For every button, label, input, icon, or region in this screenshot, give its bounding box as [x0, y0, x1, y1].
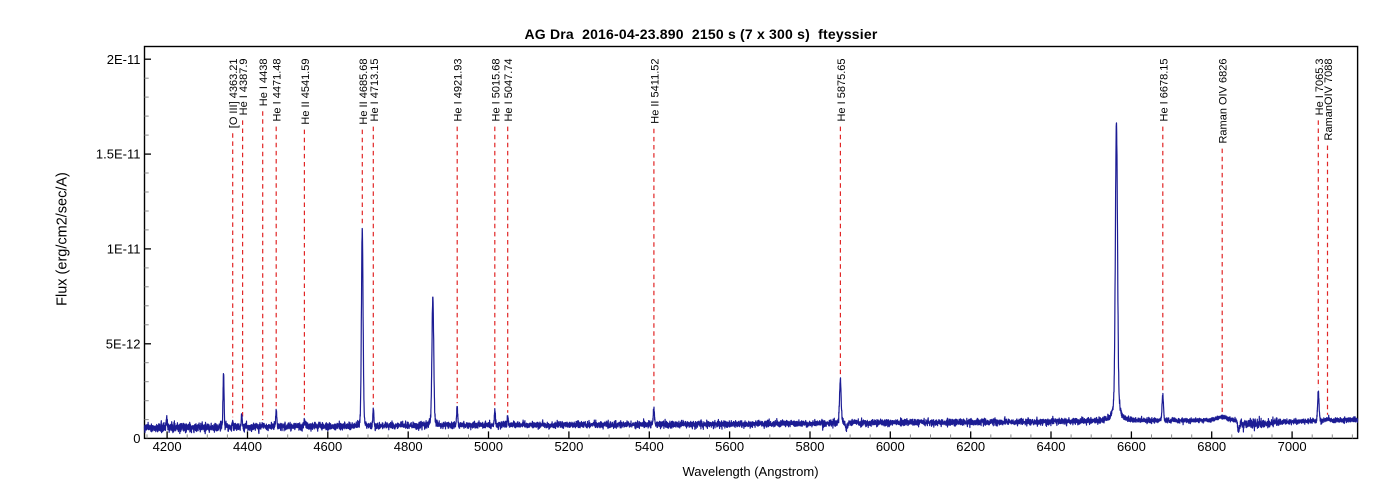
svg-text:He I 4438: He I 4438: [258, 59, 270, 107]
svg-text:He I 6678.15: He I 6678.15: [1158, 59, 1170, 122]
svg-text:4200: 4200: [153, 439, 182, 454]
svg-text:5400: 5400: [635, 439, 664, 454]
svg-text:5000: 5000: [474, 439, 503, 454]
svg-text:2E-11: 2E-11: [107, 52, 141, 67]
svg-text:AG Dra 2016-04-23.890 2150 s: AG Dra 2016-04-23.890 2150 s (7 x 300 s)…: [524, 26, 877, 42]
svg-text:He I 5015.68: He I 5015.68: [490, 59, 502, 122]
svg-text:He II 5411.52: He II 5411.52: [649, 59, 661, 124]
svg-text:He II 4541.59: He II 4541.59: [300, 59, 312, 125]
svg-text:6200: 6200: [956, 439, 985, 454]
svg-text:He I 4387.9: He I 4387.9: [238, 59, 250, 116]
svg-text:4800: 4800: [394, 439, 423, 454]
svg-text:He I 5047.74: He I 5047.74: [503, 59, 515, 122]
svg-text:5600: 5600: [715, 439, 744, 454]
svg-text:[O III] 4363.21: [O III] 4363.21: [228, 59, 240, 129]
svg-text:He I 7065.3: He I 7065.3: [1314, 59, 1326, 116]
svg-text:Flux (erg/cm2/sec/A): Flux (erg/cm2/sec/A): [55, 172, 71, 306]
svg-text:4400: 4400: [233, 439, 262, 454]
svg-text:Wavelength (Angstrom): Wavelength (Angstrom): [682, 464, 818, 479]
svg-text:He I 4713.15: He I 4713.15: [369, 59, 381, 122]
svg-text:RamanOIV 7088: RamanOIV 7088: [1323, 59, 1335, 141]
svg-text:Raman OIV 6826: Raman OIV 6826: [1218, 59, 1230, 144]
svg-text:He I 4921.93: He I 4921.93: [453, 59, 465, 122]
svg-text:6400: 6400: [1037, 439, 1066, 454]
svg-text:1E-11: 1E-11: [107, 242, 141, 257]
svg-text:5200: 5200: [554, 439, 583, 454]
svg-text:1.5E-11: 1.5E-11: [96, 147, 141, 162]
svg-text:He II 4685.68: He II 4685.68: [358, 59, 370, 125]
svg-text:6600: 6600: [1117, 439, 1146, 454]
svg-text:He I 5875.65: He I 5875.65: [836, 59, 848, 122]
svg-text:6000: 6000: [876, 439, 905, 454]
svg-text:0: 0: [133, 431, 140, 446]
svg-text:6800: 6800: [1197, 439, 1226, 454]
svg-text:He I 4471.48: He I 4471.48: [272, 59, 284, 122]
svg-text:5E-12: 5E-12: [106, 336, 141, 351]
svg-text:4600: 4600: [313, 439, 342, 454]
svg-text:5800: 5800: [796, 439, 825, 454]
svg-text:7000: 7000: [1278, 439, 1307, 454]
